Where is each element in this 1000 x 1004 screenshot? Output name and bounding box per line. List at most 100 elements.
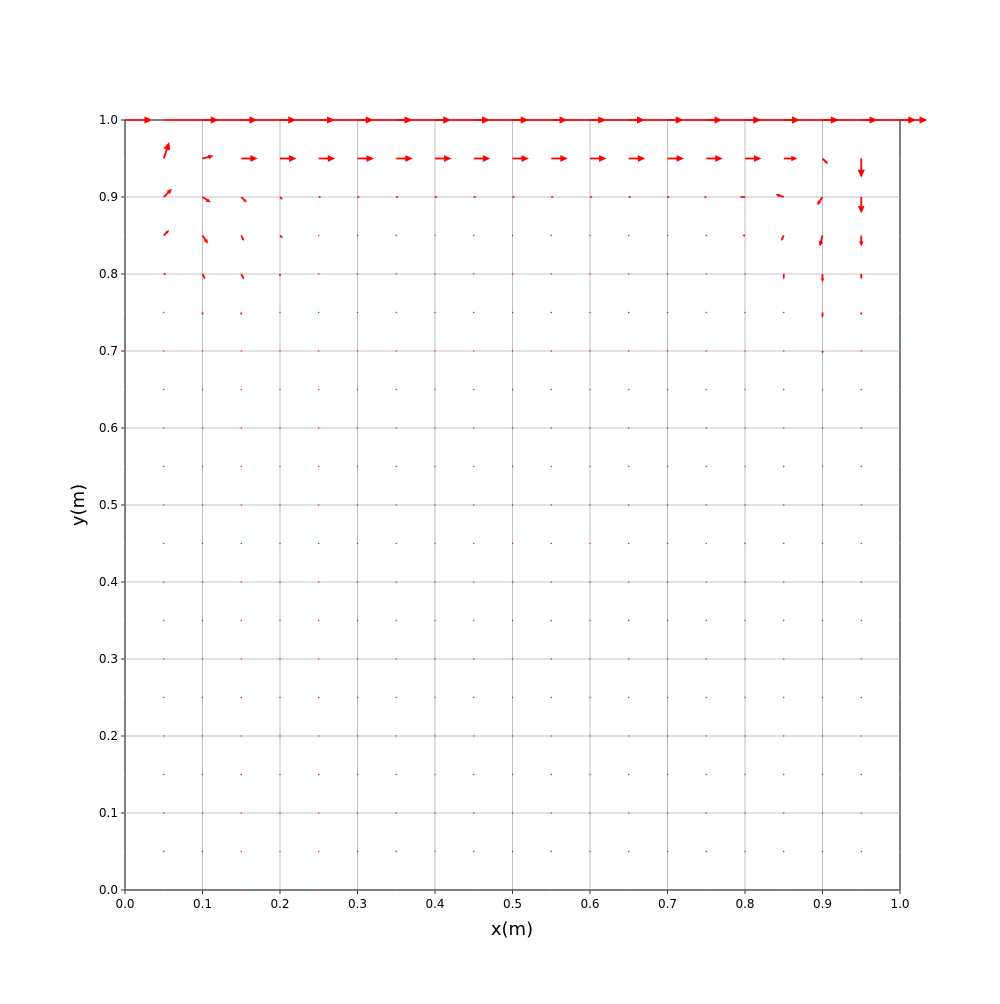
arrow — [163, 504, 165, 506]
arrow — [280, 155, 297, 162]
arrow — [744, 273, 746, 275]
arrow — [860, 812, 862, 814]
arrow — [396, 196, 399, 198]
arrow — [628, 155, 646, 162]
arrow — [511, 350, 514, 352]
arrow — [434, 388, 436, 391]
arrow — [318, 735, 320, 737]
arrow — [163, 427, 165, 429]
arrow — [550, 696, 552, 699]
arrow — [550, 273, 552, 275]
arrow — [551, 155, 568, 162]
arrow — [318, 542, 320, 545]
arrow — [280, 116, 335, 124]
arrow — [899, 773, 901, 776]
arrow — [899, 581, 901, 583]
arrow — [473, 696, 475, 699]
arrow — [899, 350, 901, 352]
arrow — [899, 812, 901, 814]
arrow — [512, 116, 568, 124]
arrow — [279, 465, 281, 468]
arrow — [667, 116, 723, 124]
arrow — [473, 619, 475, 622]
arrow — [202, 116, 258, 124]
arrow — [783, 619, 785, 622]
arrow — [163, 273, 167, 275]
arrow — [666, 465, 669, 468]
arrow — [589, 465, 591, 468]
arrow — [550, 427, 552, 429]
arrow — [666, 696, 669, 699]
arrow — [201, 812, 204, 814]
arrow — [783, 465, 785, 468]
arrow — [124, 465, 126, 468]
arrow — [241, 116, 297, 124]
arrow — [279, 234, 283, 239]
y-tick-label: 0.7 — [99, 344, 118, 358]
arrow — [705, 696, 707, 699]
arrow — [783, 388, 785, 391]
arrow — [356, 311, 359, 314]
arrow — [279, 658, 281, 660]
arrow — [396, 116, 452, 124]
arrow — [279, 773, 281, 776]
arrow — [473, 504, 475, 506]
arrow — [356, 812, 359, 814]
arrow — [705, 504, 707, 506]
arrow — [818, 235, 824, 247]
arrow — [434, 427, 436, 429]
arrow — [860, 658, 862, 660]
arrow — [628, 696, 630, 699]
arrow — [705, 388, 707, 391]
arrow — [666, 504, 669, 506]
arrow — [240, 658, 242, 660]
arrow — [240, 465, 242, 468]
arrow — [899, 273, 901, 275]
arrow — [240, 812, 242, 814]
arrow — [666, 388, 669, 391]
arrow — [745, 155, 762, 162]
arrow — [356, 773, 359, 776]
arrow — [356, 350, 359, 352]
arrow — [240, 542, 242, 545]
arrow — [511, 542, 514, 545]
arrow — [279, 696, 281, 699]
arrow — [240, 504, 242, 506]
arrow — [124, 773, 126, 776]
arrow — [860, 696, 862, 699]
arrow — [279, 274, 281, 277]
arrow — [744, 388, 746, 391]
arrow — [744, 350, 746, 352]
arrow — [395, 542, 397, 545]
arrow — [590, 116, 645, 124]
arrow — [434, 234, 436, 237]
arrow — [395, 273, 397, 275]
arrow — [434, 350, 436, 352]
arrow — [744, 658, 746, 660]
arrow — [899, 388, 901, 391]
arrow — [821, 658, 824, 660]
arrow — [124, 273, 126, 275]
arrow — [551, 196, 554, 198]
arrow — [473, 311, 475, 314]
arrow — [435, 196, 438, 198]
arrow — [163, 230, 170, 237]
arrow — [512, 155, 529, 162]
arrow — [201, 850, 204, 853]
arrow — [511, 465, 514, 468]
arrow — [511, 735, 514, 737]
arrow — [473, 116, 529, 124]
arrow — [395, 427, 397, 429]
arrow — [744, 504, 746, 506]
arrow — [318, 812, 320, 814]
arrow — [589, 427, 591, 429]
arrow — [240, 273, 244, 280]
arrow — [511, 234, 514, 237]
arrow — [860, 581, 862, 583]
arrow — [666, 773, 669, 776]
arrow — [817, 196, 824, 206]
arrow — [550, 465, 552, 468]
arrow — [279, 350, 281, 352]
arrow — [201, 273, 206, 280]
